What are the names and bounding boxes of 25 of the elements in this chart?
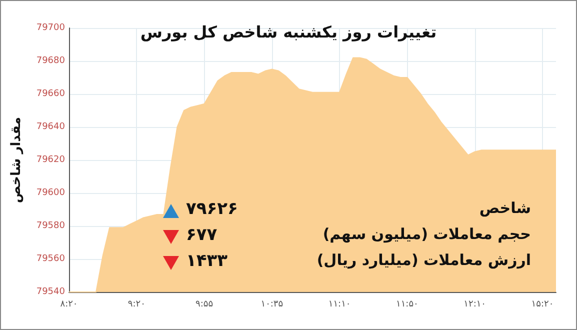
- x-tick-label: ۱۰:۳۵: [260, 300, 284, 310]
- annotation: ۷۹۶۲۶: [186, 199, 238, 219]
- y-tick-label: 79680: [36, 56, 66, 66]
- y-tick-label: 79660: [36, 89, 66, 99]
- x-tick-label: ۸:۲۰: [60, 300, 78, 310]
- annotation: ارزش معاملات (میلیارد ریال): [316, 251, 531, 269]
- y-tick-label: 79700: [36, 23, 66, 33]
- y-tick-label: 79620: [36, 155, 66, 165]
- y-tick-label: 79640: [36, 122, 66, 132]
- annotation: شاخص: [479, 199, 531, 217]
- y-tick-label: 79560: [36, 254, 66, 264]
- x-tick-label: ۹:۲۰: [128, 300, 146, 310]
- y-tick-label: 79580: [36, 221, 66, 231]
- y-axis-title: مقدار شاخص: [9, 116, 24, 204]
- annotation: ۱۴۳۳: [186, 251, 228, 271]
- x-tick-label: ۱۵:۲۰: [531, 300, 554, 310]
- annotation: حجم معاملات (میلیون سهم): [322, 225, 531, 243]
- x-tick-label: ۱۱:۱۰: [328, 300, 351, 310]
- x-tick-label: ۱۱:۵۰: [396, 300, 418, 310]
- y-tick-label: 79600: [36, 188, 66, 198]
- chart-title: تغییرات روز یکشنبه شاخص کل بورس: [140, 22, 437, 42]
- annotation: ۶۷۷: [186, 225, 218, 245]
- y-tick-label: 79540: [36, 287, 66, 297]
- x-tick-label: ۹:۵۵: [196, 300, 214, 310]
- x-tick-label: ۱۲:۱۰: [464, 300, 486, 310]
